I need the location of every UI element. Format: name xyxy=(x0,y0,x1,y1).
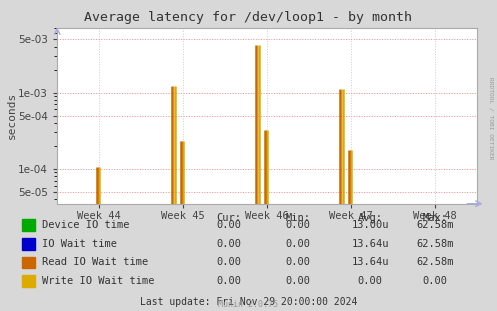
Text: 0.00: 0.00 xyxy=(358,276,383,286)
Text: 0.00: 0.00 xyxy=(286,257,311,267)
Text: 0.00: 0.00 xyxy=(216,257,241,267)
Text: Average latency for /dev/loop1 - by month: Average latency for /dev/loop1 - by mont… xyxy=(84,11,413,24)
Text: Min:: Min: xyxy=(286,213,311,223)
Text: RRDTOOL / TOBI OETIKER: RRDTOOL / TOBI OETIKER xyxy=(489,77,494,160)
Text: 0.00: 0.00 xyxy=(286,239,311,248)
Text: 0.00: 0.00 xyxy=(286,220,311,230)
Text: 62.58m: 62.58m xyxy=(416,220,454,230)
Text: Write IO Wait time: Write IO Wait time xyxy=(42,276,155,286)
Text: 62.58m: 62.58m xyxy=(416,257,454,267)
Text: 13.64u: 13.64u xyxy=(351,239,389,248)
Text: 0.00: 0.00 xyxy=(286,276,311,286)
Text: 13.64u: 13.64u xyxy=(351,257,389,267)
Text: 0.00: 0.00 xyxy=(216,276,241,286)
Text: 62.58m: 62.58m xyxy=(416,239,454,248)
Text: Read IO Wait time: Read IO Wait time xyxy=(42,257,149,267)
Text: 0.00: 0.00 xyxy=(422,276,447,286)
Text: 13.00u: 13.00u xyxy=(351,220,389,230)
Text: IO Wait time: IO Wait time xyxy=(42,239,117,248)
Text: Munin 2.0.75: Munin 2.0.75 xyxy=(219,300,278,309)
Text: 0.00: 0.00 xyxy=(216,220,241,230)
Text: Avg:: Avg: xyxy=(358,213,383,223)
Text: Device IO time: Device IO time xyxy=(42,220,130,230)
Text: Last update: Fri Nov 29 20:00:00 2024: Last update: Fri Nov 29 20:00:00 2024 xyxy=(140,297,357,307)
Y-axis label: seconds: seconds xyxy=(7,92,17,139)
Text: Cur:: Cur: xyxy=(216,213,241,223)
Text: Max:: Max: xyxy=(422,213,447,223)
Text: 0.00: 0.00 xyxy=(216,239,241,248)
